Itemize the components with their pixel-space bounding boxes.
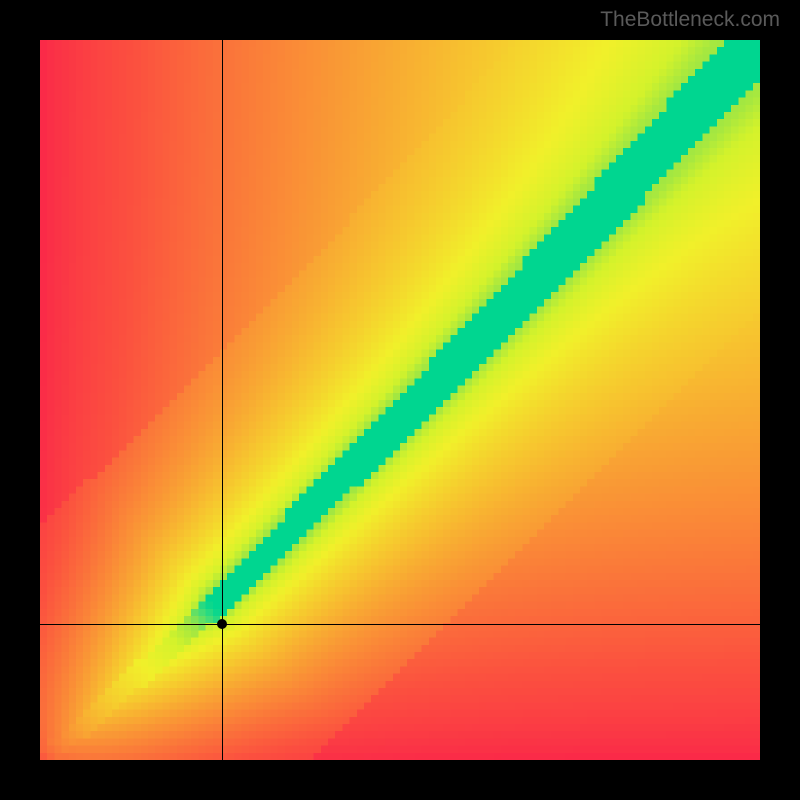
selection-marker (217, 619, 227, 629)
heatmap-plot (40, 40, 760, 760)
crosshair-horizontal (40, 624, 760, 625)
heatmap-canvas (40, 40, 760, 760)
crosshair-vertical (222, 40, 223, 760)
watermark-text: TheBottleneck.com (600, 8, 780, 32)
